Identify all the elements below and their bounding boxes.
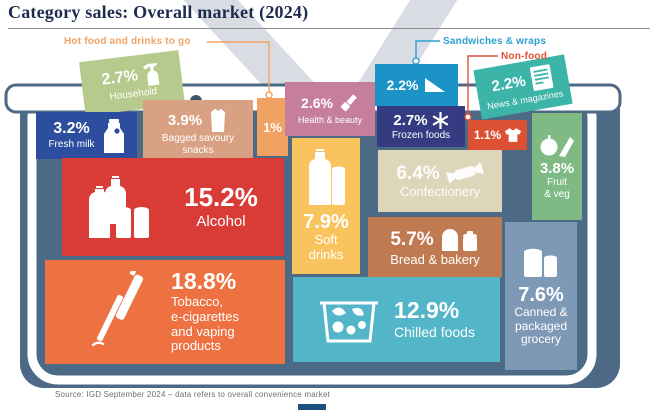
- callout-non-food-label: Non-food: [501, 51, 548, 62]
- callout-sandwiches-label: Sandwiches & wraps: [443, 36, 547, 47]
- spray-bottle-icon: [142, 62, 160, 86]
- cans-icon: [524, 248, 557, 277]
- canned-grocery-label: Canned & packaged grocery: [514, 304, 568, 347]
- fresh-milk-label: Fresh milk: [48, 138, 95, 150]
- block-tobacco-vaping: 18.8% Tobacco, e-cigarettes and vaping p…: [45, 260, 285, 364]
- household-pct: 2.7%: [100, 67, 139, 89]
- block-non-food: 1.1%: [468, 120, 527, 150]
- tobacco-pct: 18.8%: [171, 267, 237, 294]
- tobacco-label: Tobacco, e-cigarettes and vaping product…: [171, 293, 239, 354]
- source-note: Source: IGD September 2024 – data refers…: [55, 390, 331, 399]
- milk-jug-icon: [103, 118, 124, 153]
- frozen-foods-label: Frozen foods: [391, 129, 451, 141]
- apple-carrot-icon: [540, 135, 574, 157]
- snack-bag-icon: [211, 109, 226, 132]
- block-bread-bakery: 5.7% Bread & bakery: [368, 217, 502, 277]
- news-magazines-pct: 2.2%: [490, 72, 528, 96]
- block-chilled-foods: 12.9% Chilled foods: [293, 277, 500, 362]
- cigarette-vape-icon: [91, 271, 144, 347]
- candy-bar-icon: [445, 162, 484, 184]
- bagged-snacks-label: Bagged savoury snacks: [161, 133, 235, 156]
- block-bagged-savoury-snacks: 3.9% Bagged savoury snacks: [143, 100, 253, 164]
- block-fresh-milk: 3.2% Fresh milk: [36, 112, 137, 159]
- chilled-container-icon: [320, 301, 379, 342]
- callout-hot-food-label: Hot food and drinks to go: [64, 36, 191, 47]
- confectionery-label: Confectionery: [399, 184, 481, 200]
- bottles-cans-icon: [89, 176, 150, 238]
- fresh-milk-pct: 3.2%: [53, 120, 90, 137]
- block-sandwiches-wraps: 2.2%: [375, 64, 458, 106]
- bread-jar-icon: [441, 228, 477, 251]
- block-hot-food-to-go: 1%: [257, 98, 288, 156]
- snowflake-icon: [432, 111, 448, 129]
- block-confectionery: 6.4% Confectionery: [378, 150, 502, 212]
- health-beauty-pct: 2.6%: [301, 95, 333, 112]
- frozen-foods-pct: 2.7%: [393, 111, 428, 129]
- title-divider: [8, 28, 650, 29]
- newspaper-icon: [529, 64, 554, 92]
- soft-drinks-label: Soft drinks: [308, 232, 344, 262]
- basket-handle-left-icon: [183, 0, 318, 114]
- chilled-foods-label: Chilled foods: [394, 323, 475, 340]
- chilled-foods-pct: 12.9%: [394, 296, 460, 323]
- bottle-can-icon: [309, 149, 345, 206]
- fruit-veg-pct: 3.8%: [539, 160, 575, 177]
- bread-bakery-label: Bread & bakery: [390, 251, 480, 267]
- sandwich-icon: [425, 77, 446, 92]
- page-title: Category sales: Overall market (2024): [8, 2, 309, 22]
- block-household: 2.7% Household: [79, 50, 185, 116]
- block-soft-drinks: 7.9% Soft drinks: [292, 138, 360, 274]
- block-health-beauty: 2.6% Health & beauty: [285, 82, 375, 136]
- soft-drinks-pct: 7.9%: [303, 211, 349, 234]
- non-food-pct: 1.1%: [473, 128, 502, 142]
- lipstick-icon: [340, 94, 357, 112]
- block-fruit-veg: 3.8% Fruit & veg: [532, 113, 582, 220]
- t-shirt-icon: [505, 128, 522, 142]
- block-canned-grocery: 7.6% Canned & packaged grocery: [505, 222, 577, 370]
- block-alcohol: 15.2% Alcohol: [62, 158, 284, 256]
- fruit-veg-label: Fruit & veg: [544, 177, 570, 200]
- bagged-snacks-pct: 3.9%: [167, 111, 203, 129]
- canned-grocery-pct: 7.6%: [518, 283, 564, 306]
- alcohol-label: Alcohol: [196, 212, 246, 230]
- health-beauty-label: Health & beauty: [297, 115, 363, 126]
- confectionery-pct: 6.4%: [396, 162, 440, 184]
- block-news-magazines: 2.2% News & magazines: [473, 54, 573, 120]
- bottom-partial-bar: [298, 404, 326, 410]
- alcohol-pct: 15.2%: [184, 183, 258, 212]
- block-frozen-foods: 2.7% Frozen foods: [377, 106, 465, 147]
- hot-food-pct: 1%: [263, 119, 282, 135]
- sandwiches-pct: 2.2%: [386, 77, 419, 93]
- bread-bakery-pct: 5.7%: [390, 228, 434, 250]
